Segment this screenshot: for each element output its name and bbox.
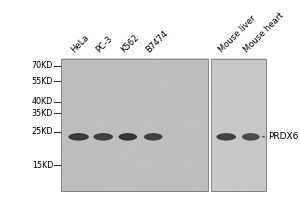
Text: PRDX6: PRDX6	[268, 132, 298, 141]
Ellipse shape	[72, 135, 85, 138]
Ellipse shape	[216, 133, 236, 141]
Text: K562: K562	[119, 33, 140, 55]
Ellipse shape	[68, 133, 89, 141]
Text: B7474: B7474	[144, 29, 170, 55]
Text: 15KD: 15KD	[32, 161, 53, 170]
Ellipse shape	[144, 133, 163, 141]
Ellipse shape	[97, 135, 109, 138]
Bar	[61, 59, 208, 191]
Bar	[61, 59, 208, 191]
Text: 40KD: 40KD	[32, 97, 53, 106]
Text: 35KD: 35KD	[32, 109, 53, 118]
Text: HeLa: HeLa	[70, 33, 91, 55]
Ellipse shape	[220, 135, 232, 138]
Ellipse shape	[242, 133, 260, 141]
Text: 70KD: 70KD	[32, 61, 53, 70]
Ellipse shape	[245, 135, 256, 138]
Text: 55KD: 55KD	[32, 77, 53, 86]
Ellipse shape	[118, 133, 137, 141]
Ellipse shape	[148, 135, 159, 138]
Bar	[211, 59, 266, 191]
Text: Mouse liver: Mouse liver	[217, 14, 258, 55]
Ellipse shape	[93, 133, 113, 141]
Bar	[211, 59, 266, 191]
Text: Mouse heart: Mouse heart	[242, 11, 285, 55]
Ellipse shape	[122, 135, 134, 138]
Text: PC-3: PC-3	[94, 35, 114, 55]
Text: 25KD: 25KD	[32, 127, 53, 136]
